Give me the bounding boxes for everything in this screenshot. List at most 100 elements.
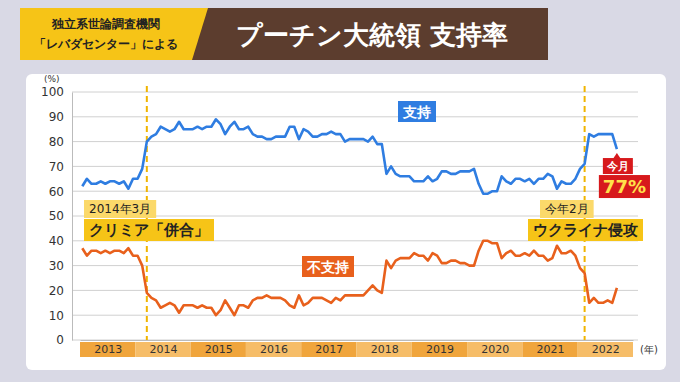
x-tick-label: 2021 <box>537 343 565 356</box>
year-band <box>412 342 467 357</box>
y-tick-label: 10 <box>49 309 64 323</box>
y-tick-label: 20 <box>49 284 64 298</box>
grid-line <box>72 92 638 93</box>
year-band <box>80 342 135 357</box>
y-axis-title: (%) <box>44 74 60 84</box>
grid-line <box>72 290 638 291</box>
annotation-event: クリミア「併合」 <box>89 221 209 239</box>
callout-value-box: 77% <box>599 175 650 198</box>
y-tick: 30 <box>49 259 72 273</box>
x-axis-line <box>81 340 634 341</box>
y-tick: 10 <box>49 309 72 323</box>
x-tick: 2017 <box>304 340 343 356</box>
series-label-box: 支持 <box>398 101 436 122</box>
chart-root: 独立系世論調査機関「レバダセンター」によるプーチン大統領 支持率01020304… <box>0 0 680 382</box>
x-tick-label: 2014 <box>149 343 177 356</box>
series-label-box: 不支持 <box>302 256 354 277</box>
background <box>0 0 680 382</box>
x-tick-label: 2017 <box>315 343 343 356</box>
x-tick: 2014 <box>138 340 177 356</box>
y-tick: 50 <box>49 209 72 223</box>
annotation-date-box: 2014年3月 <box>84 200 156 218</box>
x-tick: 2013 <box>83 340 122 356</box>
x-axis-title: (年) <box>640 344 658 355</box>
y-tick-label: 30 <box>49 259 64 273</box>
series-label: 不支持 <box>306 259 349 275</box>
plot-panel <box>26 74 666 370</box>
annotation-date: 2014年3月 <box>89 202 151 216</box>
x-tick: 2018 <box>359 340 398 356</box>
x-tick-label: 2015 <box>205 343 233 356</box>
annotation-date: 今年2月 <box>545 202 589 216</box>
year-bands <box>80 342 633 357</box>
grid-line <box>72 315 638 316</box>
series-label: 支持 <box>402 104 431 120</box>
x-tick-label: 2016 <box>260 343 288 356</box>
y-tick: 60 <box>49 185 72 199</box>
x-tick-label: 2022 <box>592 343 620 356</box>
y-tick: 80 <box>49 135 72 149</box>
y-tick: 100 <box>41 85 72 99</box>
y-tick: 40 <box>49 234 72 248</box>
series-line <box>82 119 617 193</box>
y-axis-line <box>72 93 73 341</box>
y-tick-label: 70 <box>49 160 64 174</box>
year-band <box>357 342 412 357</box>
x-tick: 2015 <box>193 340 232 356</box>
series-label-bg <box>398 101 436 122</box>
series-line <box>82 241 617 315</box>
x-tick: 2021 <box>525 340 564 356</box>
year-band <box>246 342 301 357</box>
title: プーチン大統領 支持率 <box>236 20 508 50</box>
annotation-event-bg <box>84 219 214 241</box>
lines <box>82 119 617 315</box>
x-tick: 2022 <box>581 340 620 356</box>
year-band <box>578 342 633 357</box>
year-band <box>522 342 577 357</box>
source-text: 「レバダセンター」による <box>34 37 178 51</box>
y-tick-label: 0 <box>56 333 64 347</box>
callout-text-bg <box>603 158 633 174</box>
year-band <box>301 342 356 357</box>
year-band <box>135 342 190 357</box>
annotation-event: ウクライナ侵攻 <box>533 221 638 239</box>
annotation-date-box: 今年2月 <box>540 200 594 218</box>
x-tick: 2019 <box>415 340 454 356</box>
grid-line <box>72 340 638 341</box>
y-tick-label: 80 <box>49 135 64 149</box>
grid-line <box>72 265 638 266</box>
x-tick-label: 2013 <box>94 343 122 356</box>
y-tick-label: 60 <box>49 185 64 199</box>
y-axis: 0 10 20 30 40 50 60 70 80 90 100 <box>41 85 72 347</box>
x-tick-label: 2020 <box>481 343 509 356</box>
y-tick: 0 <box>56 333 72 347</box>
y-tick-label: 40 <box>49 234 64 248</box>
grid-line <box>72 116 638 117</box>
annotation-event-box: ウクライナ侵攻 <box>528 219 643 241</box>
grid-line <box>72 141 638 142</box>
grid-line <box>72 191 638 192</box>
x-tick: 2020 <box>470 340 509 356</box>
annotation-event-box: クリミア「併合」 <box>84 219 214 241</box>
y-tick: 90 <box>49 110 72 124</box>
callout-value-bg <box>599 175 650 198</box>
x-axis: 2013 2014 2015 2016 2017 2018 2019 2020 2021 2022 <box>81 340 634 356</box>
title-banner <box>180 8 548 60</box>
y-tick: 20 <box>49 284 72 298</box>
annotation-date-bg <box>540 200 594 218</box>
grid-line <box>72 166 638 167</box>
grid <box>72 92 638 340</box>
y-tick-label: 90 <box>49 110 64 124</box>
y-tick-label: 50 <box>49 209 64 223</box>
x-tick-label: 2019 <box>426 343 454 356</box>
annotation-date-bg <box>84 200 156 218</box>
y-tick-label: 100 <box>41 85 64 99</box>
series-label-bg <box>302 256 354 277</box>
year-band <box>191 342 246 357</box>
callout-value: 77% <box>603 176 646 197</box>
callout-text-box: 今月 <box>603 158 633 174</box>
year-band <box>467 342 522 357</box>
callout-text: 今月 <box>606 160 629 173</box>
annotation-event-bg <box>528 219 643 241</box>
source-banner <box>20 8 208 60</box>
